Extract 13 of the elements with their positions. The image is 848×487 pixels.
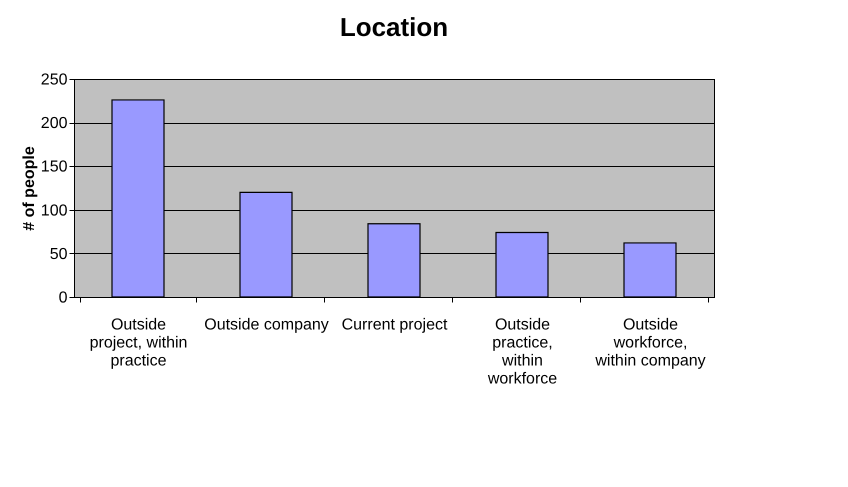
chart-title: Location [340,12,448,42]
y-tick-label: 0 [58,290,68,306]
x-tick-label: Outside company [204,316,329,334]
x-tick-label: Outside practice, within workforce [486,316,558,388]
y-axis-title: # of people [20,146,38,231]
y-tick-label: 150 [40,158,68,176]
y-tick-label: 250 [40,72,68,88]
x-tick-label: Outside workforce, within company [594,316,706,370]
y-tick-label: 200 [40,115,68,132]
y-tick-label: 100 [40,202,68,220]
x-tick-label: Current project [342,316,448,334]
y-tick-label: 50 [50,246,68,263]
x-tick-label: Outside project, within practice [90,316,188,370]
